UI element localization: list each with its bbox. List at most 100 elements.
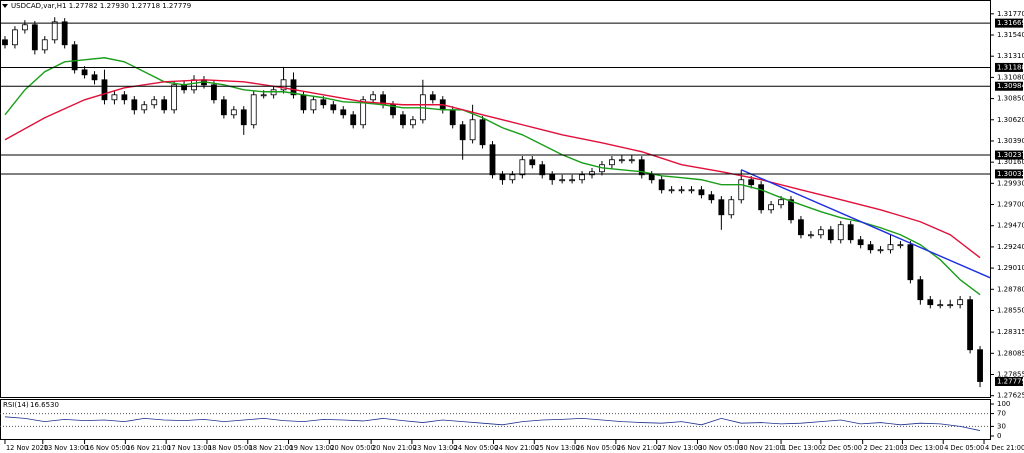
- candle-body: [519, 159, 526, 176]
- candle-body: [449, 109, 456, 126]
- candle-body: [429, 94, 436, 101]
- candle-body: [609, 159, 615, 166]
- x-tick-label: 30 Nov 05:00: [698, 444, 742, 452]
- candle-body: [51, 21, 58, 41]
- candle-body: [280, 79, 287, 91]
- candle-body: [151, 99, 158, 106]
- candle-body: [131, 99, 138, 111]
- candle-body: [897, 244, 904, 247]
- candle-body: [738, 179, 745, 201]
- candle-body: [579, 174, 585, 181]
- level-label-box: [995, 18, 1023, 28]
- y-tick-label: 1.28780: [997, 285, 1024, 293]
- candle-body: [827, 229, 834, 241]
- trend-line: [740, 169, 991, 279]
- rsi-tick-label: 0: [997, 432, 1001, 440]
- candle-body: [360, 99, 367, 126]
- y-tick-label: 1.29700: [997, 201, 1024, 209]
- menu-arrow[interactable]: [2, 4, 8, 8]
- x-tick-label: 3 Dec 13:00: [903, 444, 943, 452]
- candle-body: [698, 189, 705, 196]
- candle-body: [220, 99, 227, 116]
- level-label: 1.31188: [997, 63, 1024, 71]
- y-tick-label: 1.31540: [997, 31, 1024, 39]
- level-label-box: [995, 150, 1023, 160]
- y-tick-label: 1.29240: [997, 243, 1024, 251]
- candle-body: [708, 194, 715, 201]
- moving-average: [4, 79, 981, 259]
- rsi-line: [4, 416, 981, 431]
- level-label: 1.31669: [997, 19, 1024, 27]
- candle-body: [101, 79, 108, 101]
- candle-body: [499, 174, 506, 181]
- candle-body: [91, 74, 98, 81]
- candle-body: [549, 174, 556, 181]
- level-label-box: [995, 62, 1023, 72]
- y-tick-label: 1.30390: [997, 137, 1024, 145]
- candle-body: [847, 224, 854, 241]
- candle-body: [310, 99, 317, 111]
- candle-body: [340, 109, 347, 116]
- level-label-box: [995, 81, 1023, 91]
- candle-body: [887, 244, 894, 251]
- candle-body: [71, 44, 78, 71]
- y-tick-label: 1.29010: [997, 264, 1024, 272]
- candle-body: [778, 199, 784, 206]
- rsi-tick-label: 70: [997, 410, 1006, 418]
- candle-body: [290, 79, 297, 96]
- candle-body: [758, 184, 765, 211]
- candle-body: [728, 199, 735, 216]
- candle-body: [191, 79, 197, 91]
- candle-body: [807, 234, 814, 237]
- x-tick-label: 26 Nov 21:00: [617, 444, 661, 452]
- last-price-label: 1.27779: [997, 378, 1024, 386]
- y-tick-label: 1.28550: [997, 306, 1024, 314]
- x-tick-label: 4 Dec 21:00: [985, 444, 1024, 452]
- x-tick-label: 2 Dec 21:00: [864, 444, 904, 452]
- candle-body: [947, 304, 954, 307]
- main-frame: [0, 0, 991, 398]
- candle-body: [41, 39, 48, 51]
- candle-body: [61, 21, 68, 46]
- candle-body: [788, 199, 794, 221]
- y-tick-label: 1.31770: [997, 10, 1024, 18]
- candle-body: [320, 99, 327, 106]
- x-tick-label: 23 Nov 13:00: [413, 444, 457, 452]
- candle-body: [410, 119, 416, 126]
- candle-body: [12, 29, 18, 46]
- rsi-frame: [0, 399, 991, 440]
- candle-body: [539, 164, 546, 176]
- candle-body: [509, 174, 516, 181]
- candle-body: [529, 159, 536, 166]
- x-tick-label: 12 Nov 2020: [6, 444, 48, 452]
- candle-body: [977, 349, 983, 382]
- y-tick-label: 1.30850: [997, 95, 1024, 103]
- candle-body: [678, 189, 685, 192]
- candle-body: [330, 104, 337, 111]
- y-tick-label: 1.29470: [997, 222, 1024, 230]
- rsi-title: RSI(14): [3, 401, 29, 409]
- candle-body: [907, 244, 914, 281]
- candle-body: [260, 94, 267, 97]
- rsi-tick-label: 100: [997, 400, 1010, 408]
- header: USDCAD,var,H1 1.27782 1.27930 1.27718 1.…: [11, 2, 191, 10]
- candle-body: [718, 199, 725, 216]
- candle-body: [648, 174, 655, 181]
- candle-body: [240, 109, 247, 126]
- candle-body: [400, 114, 406, 126]
- candle-body: [877, 249, 884, 252]
- candle-body: [81, 69, 88, 76]
- x-tick-label: 2 Dec 05:00: [822, 444, 862, 452]
- candle-body: [589, 171, 595, 176]
- x-tick-label: 19 Nov 13:00: [290, 444, 334, 452]
- candle-body: [141, 104, 148, 111]
- x-tick-label: 24 Nov 05:00: [454, 444, 498, 452]
- candle-body: [31, 24, 38, 51]
- candle-body: [459, 124, 466, 141]
- x-tick-label: 1 Dec 13:00: [782, 444, 822, 452]
- x-tick-label: 16 Nov 05:00: [86, 444, 130, 452]
- candle-body: [688, 189, 695, 192]
- x-tick-label: 30 Nov 21:00: [739, 444, 783, 452]
- candle-body: [618, 159, 625, 162]
- candle-body: [957, 299, 964, 306]
